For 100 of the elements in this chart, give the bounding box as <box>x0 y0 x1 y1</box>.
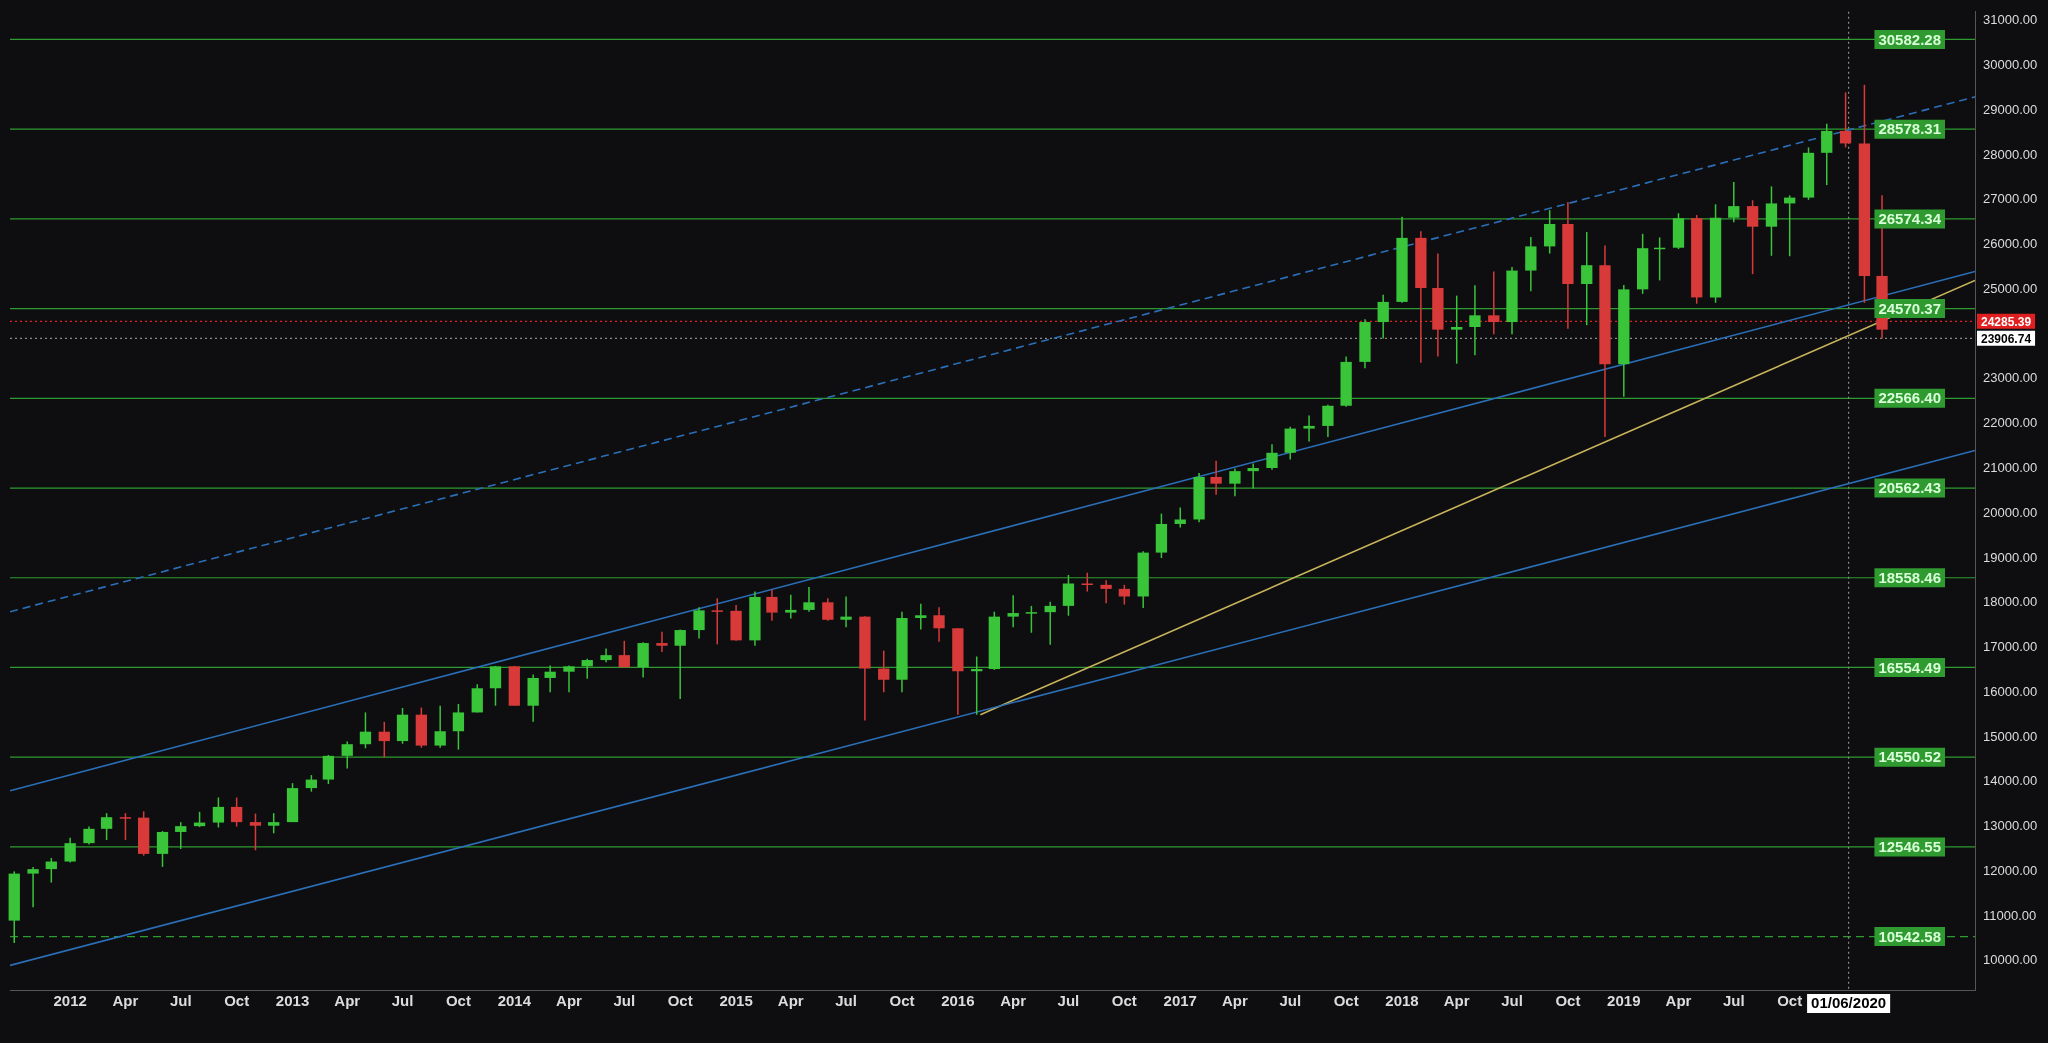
candlestick <box>1025 605 1038 634</box>
x-tick-label: Jul <box>1501 992 1523 1010</box>
candlestick <box>156 830 169 868</box>
candlestick <box>322 754 335 785</box>
y-tick-label: 18000.00 <box>1983 594 2038 610</box>
ref-line-label: 30582.28 <box>1878 30 1942 48</box>
x-tick-label: Jul <box>391 992 414 1010</box>
candlestick <box>822 597 834 622</box>
y-tick-label: 19000.00 <box>1983 549 2038 565</box>
y-tick-label: 13000.00 <box>1983 818 2038 834</box>
ref-line-label: 23906.74 <box>1981 331 2032 346</box>
ref-line-label: 26574.34 <box>1878 210 1942 228</box>
y-tick-label: 31000.00 <box>1983 12 2038 28</box>
ref-line-label: 24285.39 <box>1981 314 2032 329</box>
candlestick <box>1544 209 1556 255</box>
ref-line-label: 01/06/2020 <box>1811 994 1887 1012</box>
y-tick-label: 29000.00 <box>1983 101 2038 117</box>
x-tick-label: Oct <box>1333 992 1359 1010</box>
candlestick <box>1044 601 1056 646</box>
candlestick <box>878 649 890 694</box>
y-tick-label: 17000.00 <box>1983 639 2038 655</box>
candlestick <box>1469 284 1481 356</box>
x-tick-label: Apr <box>777 992 804 1010</box>
ref-line-label: 22566.40 <box>1878 389 1942 407</box>
x-tick-label: Apr <box>1222 992 1249 1010</box>
candlestick <box>434 704 446 749</box>
ref-line-label: 10542.58 <box>1878 927 1942 945</box>
y-tick-label: 22000.00 <box>1983 415 2038 431</box>
x-tick-label: Oct <box>1777 992 1803 1010</box>
ref-line-label: 12546.55 <box>1878 838 1942 856</box>
candlestick <box>100 812 113 841</box>
y-tick-label: 14000.00 <box>1983 773 2038 789</box>
x-tick-label: Oct <box>889 992 915 1010</box>
candlestick <box>1007 594 1019 629</box>
candlestick <box>1266 443 1278 471</box>
y-tick-label: 25000.00 <box>1983 280 2038 296</box>
y-tick-label: 11000.00 <box>1983 907 2037 923</box>
y-tick-label: 20000.00 <box>1983 504 2038 520</box>
x-tick-label: Jul <box>613 992 636 1010</box>
candlestick <box>341 740 353 770</box>
x-tick-label: Oct <box>224 992 250 1010</box>
candlestick <box>1247 462 1259 490</box>
candlestick <box>1303 414 1315 443</box>
candlestick <box>785 593 797 620</box>
candlestick <box>803 586 815 613</box>
candlestick <box>618 640 630 668</box>
candlestick <box>674 628 686 700</box>
candlestick <box>249 812 262 852</box>
candlestick <box>581 657 593 680</box>
x-tick-label: 2015 <box>719 992 753 1010</box>
x-tick-label: Apr <box>556 992 583 1010</box>
candlestick <box>840 595 852 629</box>
candlestick <box>1488 270 1500 335</box>
x-tick-label: Apr <box>1665 992 1692 1010</box>
y-tick-label: 21000.00 <box>1983 460 2038 476</box>
candlestick <box>1210 460 1222 496</box>
candlestick <box>1118 584 1130 606</box>
candlestick <box>711 597 723 646</box>
x-tick-label: Jul <box>835 992 857 1010</box>
x-tick-label: Apr <box>1000 992 1027 1010</box>
y-tick-label: 16000.00 <box>1983 683 2038 699</box>
x-tick-label: Jul <box>1722 992 1745 1010</box>
y-tick-label: 12000.00 <box>1983 862 2038 878</box>
ref-line-label: 20562.43 <box>1878 479 1942 497</box>
candlestick <box>1377 293 1389 340</box>
candlestick <box>544 664 556 694</box>
x-tick-label: Oct <box>1111 992 1137 1010</box>
candlestick <box>1322 404 1334 438</box>
y-tick-label: 27000.00 <box>1983 191 2038 207</box>
x-tick-label: Oct <box>445 992 471 1010</box>
candlestick <box>563 664 575 694</box>
x-tick-label: Jul <box>169 992 192 1010</box>
candlestick <box>175 821 187 850</box>
candlestick <box>1765 185 1778 257</box>
candlestick <box>915 602 927 631</box>
x-tick-label: 2017 <box>1163 992 1197 1010</box>
x-tick-label: Apr <box>1443 992 1470 1010</box>
x-tick-label: Jul <box>1279 992 1302 1010</box>
candlestick <box>1062 574 1075 617</box>
candlestick <box>212 796 225 829</box>
candlestick <box>27 866 39 908</box>
x-tick-label: Oct <box>667 992 693 1010</box>
x-tick-label: 2019 <box>1607 992 1641 1010</box>
y-tick-label: 15000.00 <box>1983 728 2038 744</box>
x-tick-label: Jul <box>1057 992 1080 1010</box>
candlestick <box>64 837 76 864</box>
candlestick <box>1100 579 1112 604</box>
candlestick <box>1746 199 1759 275</box>
candlestick <box>452 703 465 751</box>
candlestick <box>1451 294 1463 365</box>
y-tick-label: 26000.00 <box>1983 236 2038 252</box>
candlestick <box>1229 467 1241 497</box>
candlestick <box>693 606 705 640</box>
candlestick <box>1581 231 1593 326</box>
candlestick <box>1839 91 1852 149</box>
candlestick <box>119 812 132 841</box>
ref-line-label: 24570.37 <box>1878 299 1942 317</box>
ref-line-label: 16554.49 <box>1878 658 1942 676</box>
candlestick <box>1821 122 1833 186</box>
candlestick <box>45 857 57 884</box>
